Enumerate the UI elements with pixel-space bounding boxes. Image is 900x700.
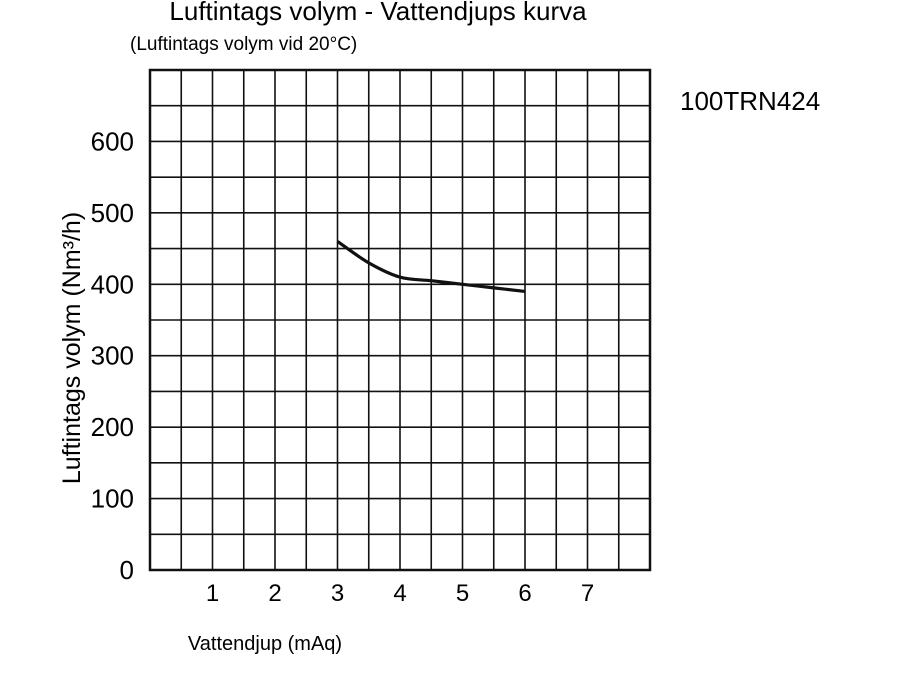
x-tick-label: 3 xyxy=(331,580,344,607)
x-tick-label: 1 xyxy=(206,580,219,607)
x-axis-label: Vattendjup (mAq) xyxy=(188,633,342,655)
x-tick-label: 5 xyxy=(456,580,469,607)
x-tick-label: 7 xyxy=(581,580,594,607)
x-axis-ticks: 1 2 3 4 5 6 7 xyxy=(206,580,594,607)
model-label: 100TRN424 xyxy=(680,86,820,116)
y-tick-label: 200 xyxy=(91,412,134,442)
x-tick-label: 2 xyxy=(268,580,281,607)
y-tick-label: 0 xyxy=(120,555,134,585)
y-axis-ticks: 0 100 200 300 400 500 600 xyxy=(91,126,134,585)
chart-subtitle: (Luftintags volym vid 20°C) xyxy=(130,34,357,55)
x-tick-label: 4 xyxy=(393,580,406,607)
series-layer xyxy=(336,240,526,294)
y-tick-label: 100 xyxy=(91,484,134,514)
x-tick-label: 6 xyxy=(518,580,531,607)
grid xyxy=(150,70,650,570)
y-tick-label: 500 xyxy=(91,198,134,228)
y-tick-label: 400 xyxy=(91,269,134,299)
y-tick-label: 300 xyxy=(91,341,134,371)
y-axis-label: Luftintags volym (Nm³/h) xyxy=(58,212,86,484)
plot-frame xyxy=(148,68,652,572)
y-tick-label: 600 xyxy=(91,126,134,156)
chart-title: Luftintags volym - Vattendjups kurva xyxy=(169,0,587,26)
series-line xyxy=(336,240,526,294)
